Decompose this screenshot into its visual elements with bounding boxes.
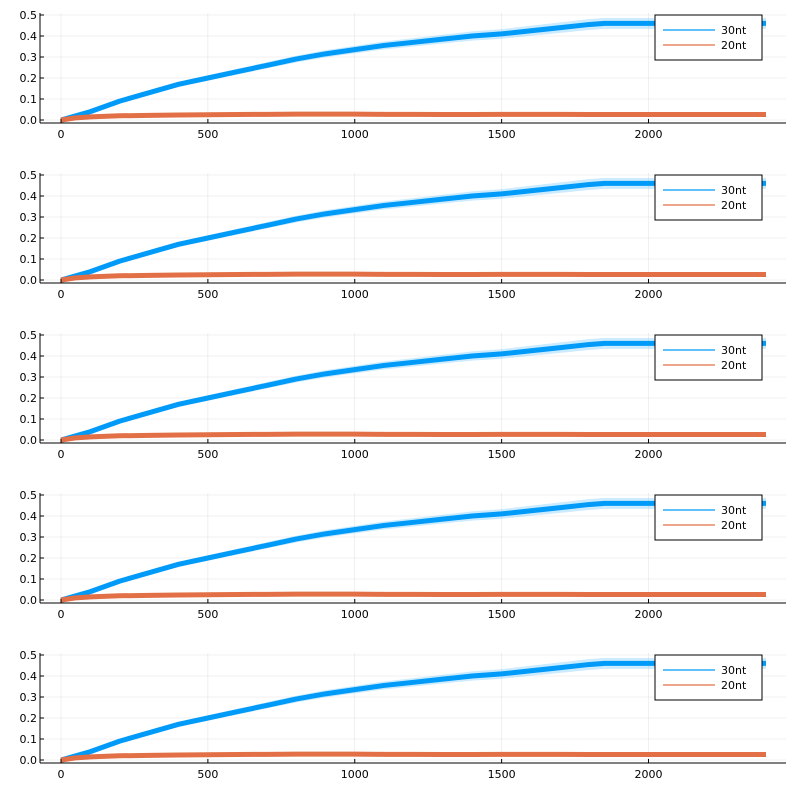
y-tick-label: 0.3 xyxy=(20,691,38,704)
legend-label-20nt: 20nt xyxy=(721,359,747,372)
legend-label-30nt: 30nt xyxy=(721,504,747,517)
series-20nt-line xyxy=(60,591,766,603)
legend: 30nt 20nt xyxy=(654,174,763,221)
y-tick-label: 0.5 xyxy=(20,649,38,662)
y-tick-label: 0.5 xyxy=(20,169,38,182)
x-tick-label: 500 xyxy=(197,448,218,461)
legend-label-30nt: 30nt xyxy=(721,664,747,677)
x-tick-label: 1000 xyxy=(341,608,369,621)
x-tick-label: 1500 xyxy=(488,768,516,781)
legend-label-20nt: 20nt xyxy=(721,679,747,692)
y-tick-label: 0.1 xyxy=(20,733,38,746)
series-30nt-line xyxy=(60,660,766,763)
chart-panel-4: 0.0 0.1 0.2 0.3 0.4 0.5 0 500 1000 1500 2000 30nt 20… xyxy=(20,489,786,621)
x-tick-label: 1500 xyxy=(488,608,516,621)
series-20nt-line xyxy=(60,271,766,283)
x-tick-label: 2000 xyxy=(635,768,663,781)
series-20nt-line xyxy=(60,751,766,763)
legend-box xyxy=(654,654,763,701)
y-tick-label: 0.1 xyxy=(20,413,38,426)
x-tick-label: 1500 xyxy=(488,288,516,301)
series-20nt-line xyxy=(60,111,766,123)
chart-panel-2: 0.0 0.1 0.2 0.3 0.4 0.5 0 500 1000 1500 2000 30nt 20… xyxy=(20,169,786,301)
legend-label-20nt: 20nt xyxy=(721,519,747,532)
series-30nt-line xyxy=(60,500,766,603)
legend-box xyxy=(654,174,763,221)
y-tick-label: 0.4 xyxy=(20,670,38,683)
y-tick-label: 0.3 xyxy=(20,371,38,384)
legend: 30nt 20nt xyxy=(654,654,763,701)
legend-box xyxy=(654,14,763,61)
chart-panel-3: 0.0 0.1 0.2 0.3 0.4 0.5 0 500 1000 1500 2000 30nt 20… xyxy=(20,329,786,461)
y-tick-label: 0.1 xyxy=(20,573,38,586)
y-tick-label: 0.0 xyxy=(20,594,38,607)
y-tick-label: 0.2 xyxy=(20,552,38,565)
y-tick-label: 0.0 xyxy=(20,754,38,767)
x-tick-label: 1000 xyxy=(341,768,369,781)
x-tick-label: 0 xyxy=(58,608,65,621)
series-30nt-line xyxy=(60,20,766,123)
x-tick-label: 1000 xyxy=(341,128,369,141)
y-tick-label: 0.2 xyxy=(20,232,38,245)
y-tick-label: 0.5 xyxy=(20,329,38,342)
y-tick-label: 0.2 xyxy=(20,392,38,405)
y-tick-label: 0.2 xyxy=(20,72,38,85)
chart-panel-5: 0.0 0.1 0.2 0.3 0.4 0.5 0 500 1000 1500 2000 30nt 20… xyxy=(20,649,786,781)
x-tick-label: 0 xyxy=(58,448,65,461)
x-tick-label: 1000 xyxy=(341,288,369,301)
legend: 30nt 20nt xyxy=(654,14,763,61)
x-tick-label: 500 xyxy=(197,768,218,781)
x-tick-label: 1500 xyxy=(488,128,516,141)
legend-label-30nt: 30nt xyxy=(721,24,747,37)
legend-box xyxy=(654,494,763,541)
legend: 30nt 20nt xyxy=(654,494,763,541)
y-tick-label: 0.4 xyxy=(20,350,38,363)
y-tick-label: 0.3 xyxy=(20,531,38,544)
x-tick-label: 2000 xyxy=(635,448,663,461)
series-20nt-line xyxy=(60,431,766,443)
legend-label-20nt: 20nt xyxy=(721,199,747,212)
x-tick-label: 2000 xyxy=(635,128,663,141)
y-tick-label: 0.1 xyxy=(20,253,38,266)
y-tick-label: 0.5 xyxy=(20,9,38,22)
chart-panel-1: 0.0 0.1 0.2 0.3 0.4 0.5 0 500 1000 1500 2000 30nt 20… xyxy=(20,9,786,141)
y-tick-label: 0.1 xyxy=(20,93,38,106)
x-tick-label: 0 xyxy=(58,128,65,141)
legend-box xyxy=(654,334,763,381)
series-30nt-line xyxy=(60,180,766,283)
x-tick-label: 1000 xyxy=(341,448,369,461)
y-tick-label: 0.4 xyxy=(20,510,38,523)
y-tick-label: 0.3 xyxy=(20,211,38,224)
y-tick-label: 0.3 xyxy=(20,51,38,64)
legend-label-20nt: 20nt xyxy=(721,39,747,52)
legend: 30nt 20nt xyxy=(654,334,763,381)
y-tick-label: 0.0 xyxy=(20,114,38,127)
x-tick-label: 500 xyxy=(197,608,218,621)
x-tick-label: 500 xyxy=(197,288,218,301)
legend-label-30nt: 30nt xyxy=(721,344,747,357)
y-tick-label: 0.5 xyxy=(20,489,38,502)
x-tick-label: 2000 xyxy=(635,288,663,301)
x-tick-label: 2000 xyxy=(635,608,663,621)
y-tick-label: 0.2 xyxy=(20,712,38,725)
x-tick-label: 0 xyxy=(58,768,65,781)
y-tick-label: 0.4 xyxy=(20,190,38,203)
series-30nt-line xyxy=(60,340,766,443)
x-tick-label: 0 xyxy=(58,288,65,301)
x-tick-label: 500 xyxy=(197,128,218,141)
legend-label-30nt: 30nt xyxy=(721,184,747,197)
x-tick-label: 1500 xyxy=(488,448,516,461)
y-tick-label: 0.4 xyxy=(20,30,38,43)
y-tick-label: 0.0 xyxy=(20,274,38,287)
y-tick-label: 0.0 xyxy=(20,434,38,447)
